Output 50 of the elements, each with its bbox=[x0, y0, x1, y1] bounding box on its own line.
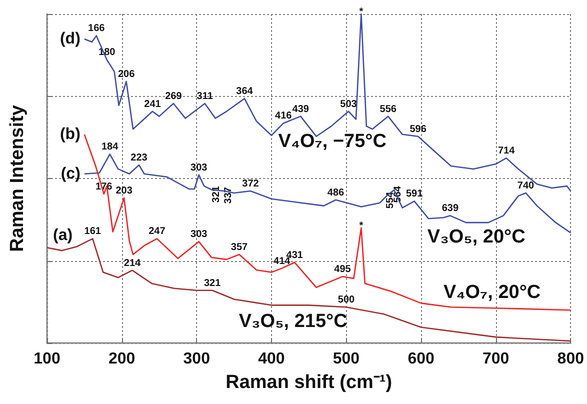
annotation: 303 bbox=[190, 229, 208, 240]
x-tick-label: 400 bbox=[258, 350, 285, 368]
annotation: 241 bbox=[144, 98, 162, 110]
x-tick-label: 600 bbox=[408, 350, 434, 368]
annotation: 714 bbox=[498, 146, 516, 157]
annotation: 372 bbox=[242, 178, 260, 190]
annotation: 206 bbox=[118, 68, 136, 80]
annotation: 223 bbox=[130, 152, 148, 164]
annotation: 439 bbox=[292, 104, 310, 115]
annotation: V₃O₅, 20°C bbox=[427, 226, 526, 248]
annotation: 596 bbox=[410, 124, 427, 135]
annotation: 416 bbox=[275, 110, 292, 122]
annotation: 303 bbox=[190, 162, 208, 174]
annotation: 311 bbox=[196, 90, 214, 102]
y-axis-title: Raman Intensity bbox=[7, 104, 28, 252]
annotation: * bbox=[359, 6, 364, 18]
annotation: 364 bbox=[236, 86, 254, 98]
annotation: 203 bbox=[116, 185, 133, 196]
x-tick-label: 700 bbox=[482, 350, 510, 368]
x-axis-title: Raman shift (cm⁻¹) bbox=[226, 372, 392, 393]
annotation: 740 bbox=[517, 180, 535, 192]
x-tick-label: 200 bbox=[108, 350, 136, 368]
x-tick-label: 800 bbox=[557, 350, 584, 368]
annotation: 321 bbox=[210, 186, 222, 203]
annotation: 321 bbox=[204, 278, 222, 289]
x-tick-label: 500 bbox=[332, 350, 360, 368]
annotation: V₄O₇, 20°C bbox=[444, 282, 541, 304]
annotation: * bbox=[359, 220, 364, 232]
annotation: 591 bbox=[406, 188, 424, 200]
annotation: 184 bbox=[101, 142, 119, 153]
annotation: 639 bbox=[442, 203, 459, 214]
annotation: 214 bbox=[124, 258, 142, 269]
annotation: 166 bbox=[88, 23, 106, 34]
annotation: 161 bbox=[84, 226, 102, 238]
series-label: (c) bbox=[60, 165, 80, 182]
x-tick-label: 100 bbox=[34, 350, 60, 368]
annotation: V₄O₇, −75°C bbox=[278, 131, 387, 152]
annotation: 500 bbox=[338, 294, 356, 306]
annotation: 247 bbox=[148, 226, 166, 238]
series-label: (a) bbox=[53, 227, 73, 244]
annotation: 357 bbox=[230, 242, 248, 253]
series-label: (b) bbox=[60, 126, 80, 143]
annotation: 486 bbox=[327, 187, 345, 198]
annotation: V₃O₅, 215°C bbox=[238, 311, 348, 332]
annotation: 556 bbox=[380, 104, 397, 115]
x-tick-label: 300 bbox=[183, 350, 210, 368]
annotation: 337 bbox=[222, 186, 234, 204]
annotation: 269 bbox=[165, 90, 182, 102]
annotation: 495 bbox=[334, 264, 352, 276]
series-label: (d) bbox=[60, 30, 80, 48]
